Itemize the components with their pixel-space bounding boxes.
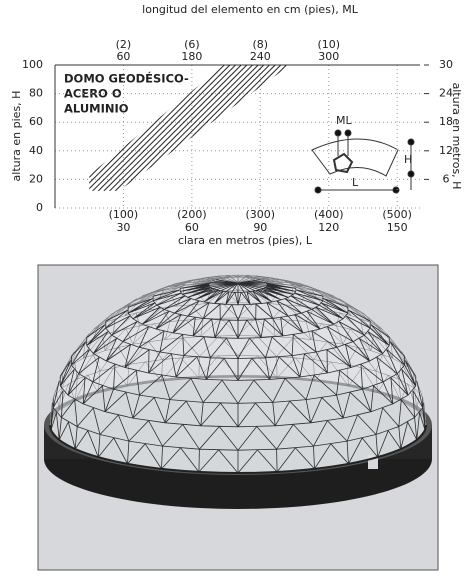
diagram-label: L	[352, 176, 359, 189]
y-tick-label: 40	[29, 144, 43, 157]
x2-axis-title: longitud del elemento en cm (pies), ML	[142, 3, 359, 16]
diagram-label: H	[404, 153, 412, 166]
x-tick-label: 30	[116, 221, 130, 234]
y2-tick-label: 18	[439, 115, 453, 128]
y2-axis-title: altura en metros, H	[450, 83, 463, 190]
y2-tick-label: 30	[439, 58, 453, 71]
x2-tick-label: 300	[318, 50, 339, 63]
x2-tick-label: (2)	[116, 38, 132, 51]
x2-tick-label: (8)	[253, 38, 269, 51]
x2-tick-label: 240	[250, 50, 271, 63]
x-tick-label: (300)	[246, 208, 276, 221]
annotation: ACERO O	[64, 87, 122, 101]
x2-tick-label: 180	[181, 50, 202, 63]
annotation: DOMO GEODÉSICO-	[64, 71, 189, 86]
x2-tick-label: (6)	[184, 38, 200, 51]
x-tick-label: 60	[185, 221, 199, 234]
notch	[368, 455, 378, 469]
x-tick-label: (200)	[177, 208, 207, 221]
x-axis-title: clara en metros (pies), L	[178, 234, 313, 247]
y-tick-label: 80	[29, 87, 43, 100]
y2-tick-label: 24	[439, 87, 453, 100]
annotation: ALUMINIO	[64, 102, 129, 116]
x-tick-label: 150	[387, 221, 408, 234]
y-tick-label: 0	[36, 201, 43, 214]
x-tick-label: 120	[318, 221, 339, 234]
rim	[49, 424, 427, 474]
x-tick-label: (100)	[109, 208, 139, 221]
inset-diagram	[311, 129, 415, 194]
diagram-label: ML	[336, 114, 352, 127]
hatched-band	[89, 65, 290, 191]
x2-tick-label: 60	[116, 50, 130, 63]
x-tick-label: (500)	[382, 208, 412, 221]
x-tick-label: (400)	[314, 208, 344, 221]
y-tick-label: 20	[29, 172, 43, 185]
y-tick-label: 100	[22, 58, 43, 71]
x2-tick-label: (10)	[317, 38, 340, 51]
y-axis-title: altura en pies, H	[10, 91, 23, 182]
y2-tick-label: 12	[439, 144, 453, 157]
dome-image	[37, 264, 439, 571]
x-tick-label: 90	[253, 221, 267, 234]
y-tick-label: 60	[29, 115, 43, 128]
y2-tick-label: 6	[443, 172, 450, 185]
